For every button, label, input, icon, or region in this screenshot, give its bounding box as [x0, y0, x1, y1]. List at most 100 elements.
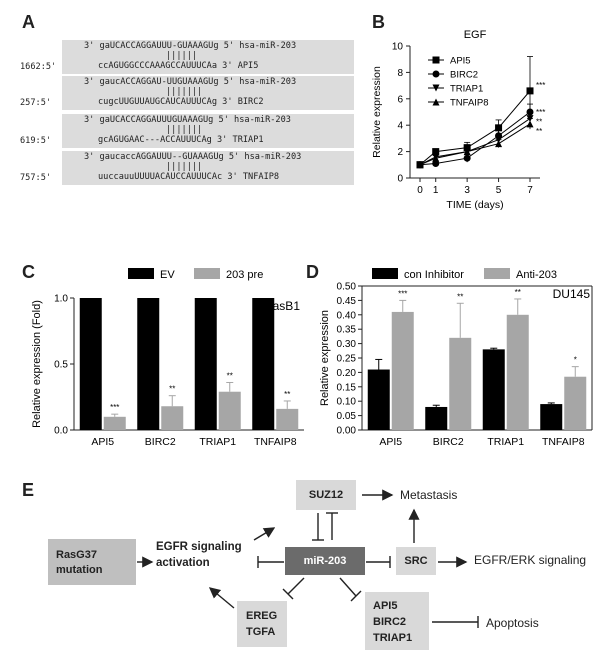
x-tick-label: API5	[379, 436, 402, 448]
target-sequence: ccAGUGGCCCAAAGCCAUUUCAa 3' API5	[98, 61, 259, 71]
significance-label: ***	[536, 108, 545, 117]
y-tick-label: 0.10	[337, 397, 357, 408]
bar	[482, 349, 505, 430]
src-label: SRC	[404, 555, 428, 567]
significance-label: **	[284, 390, 290, 399]
inhibit-mir-ereg	[287, 577, 305, 595]
significance-label: ***	[110, 403, 119, 412]
pairing-bars: ||||||	[166, 51, 198, 61]
bar	[276, 408, 299, 430]
mirna-sequence: 3' gaucaccAGGAUUU--GUAAAGUg 5' hsa-miR-2…	[84, 152, 302, 162]
significance-label: **	[227, 371, 233, 380]
legend-marker	[432, 70, 440, 78]
y-tick-label: 0.0	[54, 426, 68, 437]
x-tick-label: BIRC2	[145, 436, 176, 448]
bar	[449, 337, 472, 430]
x-tick-label: 3	[464, 185, 470, 196]
x-tick-label: TNFAIP8	[542, 436, 585, 448]
y-tick-label: 4	[397, 121, 403, 132]
bar	[367, 369, 390, 430]
bar	[540, 404, 563, 430]
target-sequence: uuccauuUUUUACAUCCAUUUCAc 3' TNFAIP8	[98, 172, 280, 182]
legend-label: TRIAP1	[450, 84, 483, 95]
cell-line-label: DU145	[553, 287, 591, 301]
chart-d: con Inhibitor Anti-203 DU145 0.00 0.05 0.10 0.…	[319, 268, 593, 448]
y-tick-label: 0.50	[337, 282, 357, 293]
x-tick-label: 0	[417, 185, 423, 196]
bar	[506, 314, 529, 430]
src-box: SRC	[396, 547, 436, 575]
inhibit-mir-targets	[339, 577, 357, 597]
bar	[161, 406, 184, 430]
pairing-bars: |||||||	[166, 87, 203, 97]
x-tick-label: 1	[433, 185, 439, 196]
bar	[425, 406, 448, 430]
y-tick-label: 0	[397, 174, 403, 185]
pairing-bars: |||||||	[166, 162, 203, 172]
alignment-box: 3' gaucaccAGGAUUU--GUAAAGUg 5' hsa-miR-2…	[62, 151, 354, 185]
significance-label: ***	[536, 81, 545, 90]
data-point	[526, 87, 534, 95]
target-sequence: gcAGUGAAC---ACCAUUUCAg 3' TRIAP1	[98, 135, 264, 145]
target-sequence: cugcUUGUUAUGCAUCAUUUCAg 3' BIRC2	[98, 97, 264, 107]
x-tick-label: 5	[496, 185, 502, 196]
y-axis-label: Relative expression (Fold)	[31, 300, 43, 428]
data-point	[432, 159, 440, 167]
bar	[79, 298, 102, 430]
legend-swatch	[372, 268, 398, 279]
mirna-sequence: 3' gaUCACCAGGAUUU-GUAAAGUg 5' hsa-miR-20…	[84, 41, 297, 51]
data-point	[526, 120, 534, 128]
y-axis-label: Relative expression	[371, 66, 383, 158]
significance-label: *	[574, 356, 577, 365]
y-tick-label: 0.20	[337, 368, 357, 379]
alignment-box: 3' gaucACCAGGAU-UUGUAAAGUg 5' hsa-miR-20…	[62, 76, 354, 110]
targets-box: API5 BIRC2 TRIAP1	[365, 592, 429, 650]
targets-label: API5 BIRC2 TRIAP1	[373, 600, 413, 644]
x-tick-label: BIRC2	[433, 436, 464, 448]
y-tick-label: 0.5	[54, 360, 68, 371]
data-point	[416, 161, 424, 169]
mirna-sequence: 3' gaucACCAGGAU-UUGUAAAGUg 5' hsa-miR-20…	[84, 77, 297, 87]
panel-letter-e: E	[22, 480, 35, 500]
data-point	[432, 148, 440, 156]
significance-label: **	[536, 118, 542, 127]
x-tick-label: TRIAP1	[487, 436, 524, 448]
significance-label: **	[457, 292, 463, 301]
legend-swatch	[484, 268, 510, 279]
legend-label: con Inhibitor	[404, 269, 464, 281]
chart-title: EGF	[464, 29, 487, 41]
pathway-arrows	[137, 489, 479, 628]
panel-letter-a: A	[22, 12, 35, 32]
series-tnfaip8	[416, 118, 534, 169]
arrow-egfr-suz12	[253, 527, 276, 541]
target-position: 757:5'	[20, 173, 52, 183]
panel-letter-d: D	[306, 262, 319, 282]
significance-label: **	[515, 288, 521, 297]
y-tick-label: 0.15	[337, 382, 357, 393]
target-position: 619:5'	[20, 136, 52, 146]
legend-marker	[432, 84, 440, 92]
y-tick-label: 0.35	[337, 325, 357, 336]
panel-letter-c: C	[22, 262, 35, 282]
egfr-erk-label: EGFR/ERK signaling	[474, 553, 587, 567]
data-point	[495, 124, 503, 132]
apoptosis-label: Apoptosis	[486, 616, 539, 630]
legend-label: Anti-203	[516, 269, 557, 281]
suz12-label: SUZ12	[308, 489, 344, 501]
y-tick-label: 0.05	[337, 411, 357, 422]
bar	[194, 298, 217, 430]
legend-label: BIRC2	[450, 70, 478, 81]
bar	[137, 298, 160, 430]
x-tick-label: 7	[527, 185, 533, 196]
arrow-ereg-egfr	[208, 587, 235, 609]
legend-swatch	[128, 268, 154, 279]
y-tick-label: 0.30	[337, 339, 357, 350]
significance-label: **	[536, 127, 542, 136]
bar	[391, 311, 414, 430]
legend-marker	[432, 98, 440, 106]
legend-swatch	[194, 268, 220, 279]
mir203-box: miR-203	[285, 547, 365, 575]
panel-letter-b: B	[372, 12, 385, 32]
target-position: 1662:5'	[20, 62, 57, 72]
